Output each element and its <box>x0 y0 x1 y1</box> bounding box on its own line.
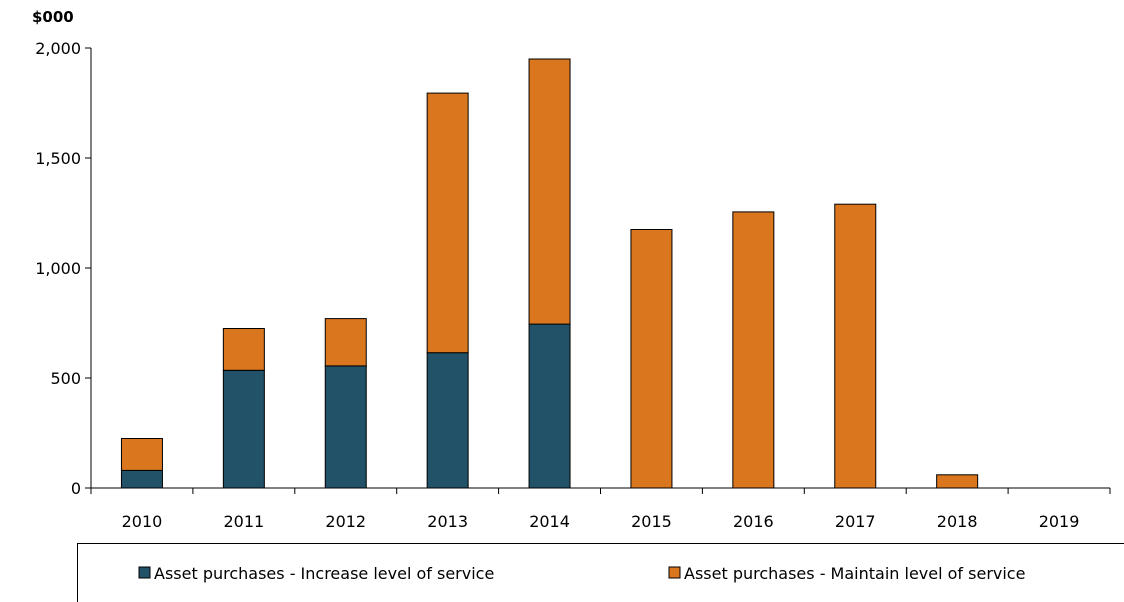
axes-layer: 0 500 1,000 1,500 2,000 2010 2011 2012 2013 2014 2… <box>35 39 1110 531</box>
bar-2013-series-1 <box>427 353 468 488</box>
bar-2011-series-1 <box>223 370 264 488</box>
x-tick-label-2010: 2010 <box>122 512 163 531</box>
bar-2012-series-1 <box>325 366 366 488</box>
legend: Asset purchases - Increase level of serv… <box>78 544 1124 602</box>
x-tick-label-2018: 2018 <box>937 512 978 531</box>
bar-2014-series-1 <box>529 324 570 488</box>
x-tick-label-2013: 2013 <box>427 512 468 531</box>
bar-2012-series-2 <box>325 319 366 366</box>
y-axis-unit-label: $000 <box>32 8 74 26</box>
y-tick-label-1000: 1,000 <box>35 259 81 278</box>
y-tick-label-1500: 1,500 <box>35 149 81 168</box>
x-tick-label-2019: 2019 <box>1039 512 1080 531</box>
x-tick-label-2011: 2011 <box>223 512 264 531</box>
bar-2013-series-2 <box>427 93 468 353</box>
x-tick-label-2012: 2012 <box>325 512 366 531</box>
legend-label-1: Asset purchases - Increase level of serv… <box>154 564 494 583</box>
x-tick-label-2017: 2017 <box>835 512 876 531</box>
x-tick-label-2016: 2016 <box>733 512 774 531</box>
bars-layer <box>121 59 977 488</box>
y-tick-label-500: 500 <box>50 369 81 388</box>
y-tick-label-0: 0 <box>71 479 81 498</box>
bar-2015-series-2 <box>631 230 672 489</box>
bar-2010-series-2 <box>121 439 162 471</box>
bar-2018-series-2 <box>937 475 978 488</box>
y-tick-label-2000: 2,000 <box>35 39 81 58</box>
bar-2011-series-2 <box>223 329 264 371</box>
legend-label-2: Asset purchases - Maintain level of serv… <box>684 564 1025 583</box>
bar-2016-series-2 <box>733 212 774 488</box>
bar-2017-series-2 <box>835 204 876 488</box>
bar-2014-series-2 <box>529 59 570 324</box>
x-tick-label-2014: 2014 <box>529 512 570 531</box>
x-tick-label-2015: 2015 <box>631 512 672 531</box>
legend-swatch-2 <box>669 567 680 578</box>
bar-2010-series-1 <box>121 470 162 488</box>
legend-swatch-1 <box>139 567 150 578</box>
